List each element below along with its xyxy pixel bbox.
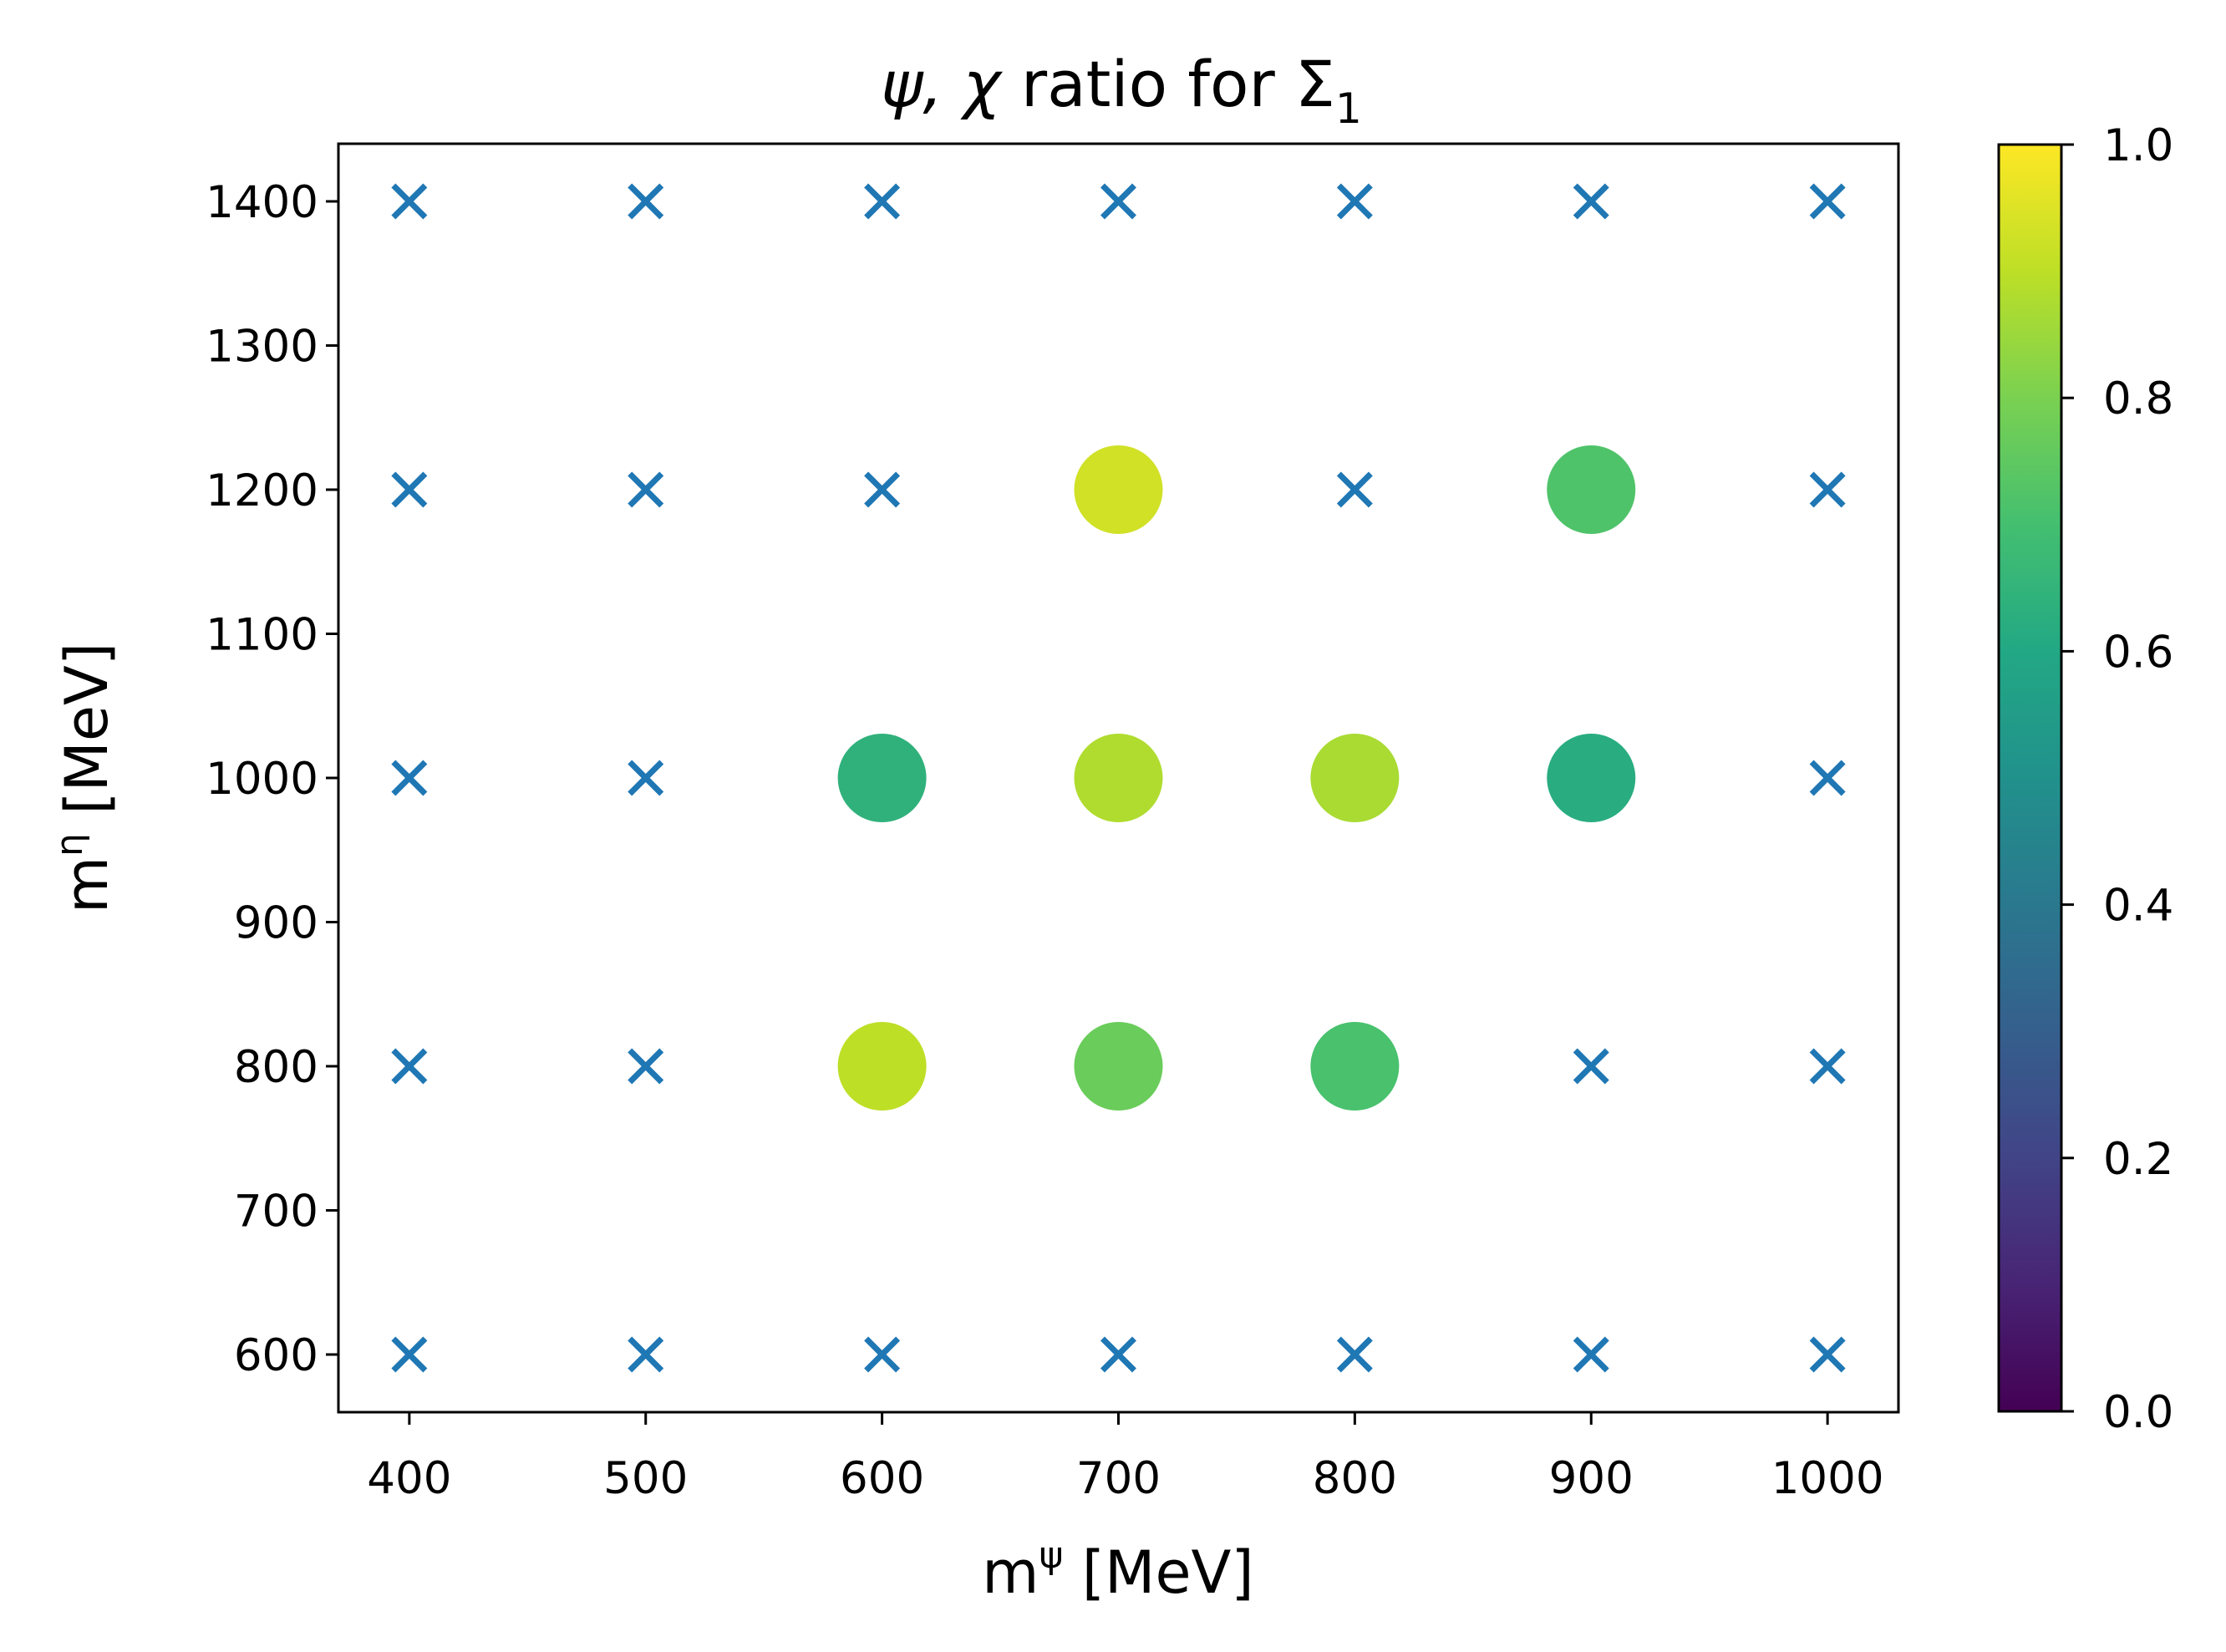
cross-marker	[1573, 183, 1609, 220]
colorbar-tick-label: 0.8	[2103, 374, 2173, 424]
cross-marker	[391, 760, 428, 796]
cross-marker	[1809, 1336, 1846, 1373]
cross-marker	[1809, 471, 1846, 508]
y-tick-label: 1200	[206, 465, 318, 516]
x-tick-label: 600	[840, 1453, 924, 1504]
cross-marker	[864, 183, 901, 220]
cross-marker	[628, 471, 664, 508]
data-point	[1310, 734, 1400, 822]
data-point	[1074, 445, 1163, 534]
colorbar-tick-label: 0.2	[2103, 1134, 2173, 1185]
y-tick-label: 1000	[206, 754, 318, 805]
y-axis-label: mη [MeV]	[48, 643, 121, 913]
y-tick-label: 1400	[206, 177, 318, 228]
x-tick-label: 900	[1549, 1453, 1634, 1504]
x-tick-label: 400	[367, 1453, 451, 1504]
cross-marker	[391, 1048, 428, 1085]
plot-marks	[391, 183, 1846, 1373]
cross-marker	[1336, 1336, 1373, 1373]
cross-marker	[1809, 760, 1846, 796]
cross-marker	[1573, 1336, 1609, 1373]
x-axis-ticks: 400 500 600 700 800 900 1000	[367, 1412, 1884, 1504]
cross-marker	[1100, 1336, 1136, 1373]
cross-marker	[1336, 471, 1373, 508]
x-tick-label: 800	[1313, 1453, 1397, 1504]
y-tick-label: 1300	[206, 322, 318, 373]
cross-marker	[628, 760, 664, 796]
data-point	[1310, 1022, 1400, 1111]
data-point	[1547, 734, 1636, 822]
chart-title: ψ, χ ratio for Σ1	[881, 47, 1362, 133]
cross-marker	[864, 1336, 901, 1373]
data-point	[837, 1022, 927, 1111]
colorbar-tick-label: 0.6	[2103, 627, 2173, 678]
x-tick-label: 500	[603, 1453, 688, 1504]
cross-marker	[1809, 183, 1846, 220]
data-point	[1074, 1022, 1163, 1111]
cross-marker	[628, 1336, 664, 1373]
y-tick-label: 900	[234, 898, 318, 949]
cross-marker	[1809, 1048, 1846, 1085]
x-tick-label: 700	[1076, 1453, 1161, 1504]
colorbar-tick-label: 0.0	[2103, 1387, 2173, 1438]
x-axis-label: mψ [MeV]	[982, 1534, 1253, 1607]
data-point	[1074, 734, 1163, 822]
cross-marker	[1573, 1048, 1609, 1085]
cross-marker	[391, 1336, 428, 1373]
y-tick-label: 700	[234, 1187, 318, 1238]
y-axis-ticks: 600 700 800 900 1000 1100 1200 1300 1400	[206, 177, 338, 1381]
cross-marker	[628, 183, 664, 220]
colorbar	[1997, 143, 2063, 1413]
cross-marker	[1100, 183, 1136, 220]
cross-marker	[1336, 183, 1373, 220]
cross-marker	[391, 471, 428, 508]
cross-marker	[864, 471, 901, 508]
y-tick-label: 600	[234, 1330, 318, 1381]
colorbar-tick-label: 0.4	[2103, 881, 2173, 932]
cross-marker	[391, 183, 428, 220]
y-tick-label: 800	[234, 1042, 318, 1093]
data-point	[837, 734, 927, 822]
x-tick-label: 1000	[1771, 1453, 1884, 1504]
cross-marker	[628, 1048, 664, 1085]
colorbar-tick-label: 1.0	[2103, 120, 2173, 171]
y-tick-label: 1100	[206, 610, 318, 661]
data-point	[1547, 445, 1636, 534]
colorbar-ticks: 0.0 0.2 0.4 0.6 0.8 1.0	[2061, 120, 2173, 1438]
